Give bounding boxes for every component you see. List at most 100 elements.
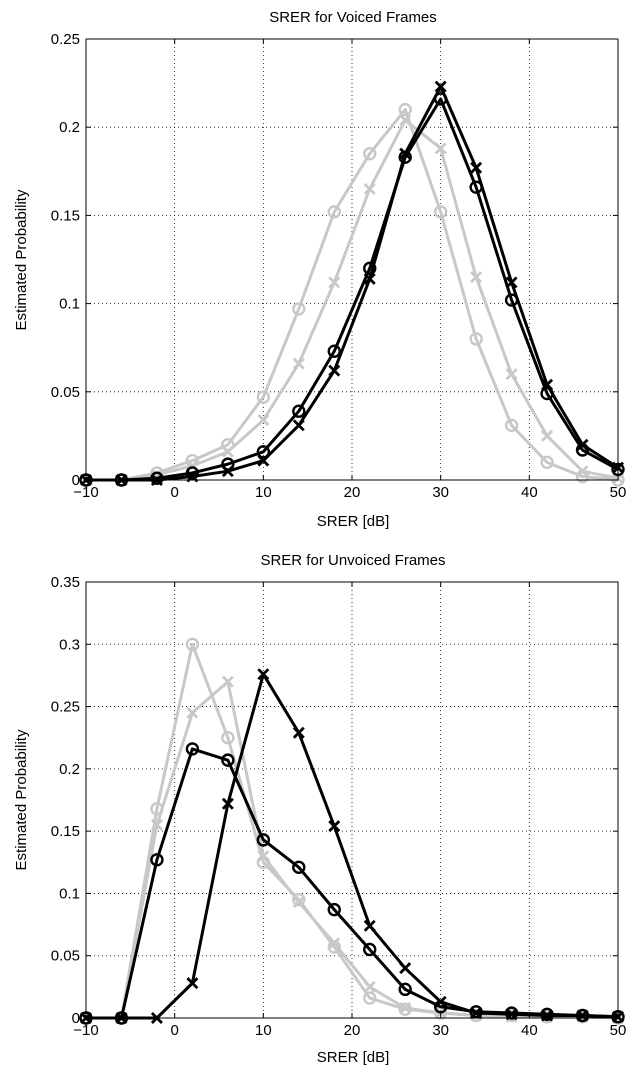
voiced-x-axis-label: SRER [dB] [317, 513, 390, 530]
unvoiced-chart-title: SRER for Unvoiced Frames [260, 552, 445, 569]
voiced-series-3-point [328, 364, 341, 377]
voiced-chart-title: SRER for Voiced Frames [269, 9, 437, 26]
unvoiced-series-1-point [399, 1002, 412, 1015]
unvoiced-series-0-point [185, 637, 200, 651]
unvoiced-series-1-point [292, 896, 305, 909]
unvoiced-y-tick-label: 0.05 [51, 948, 80, 965]
unvoiced-series-2-point [150, 853, 164, 867]
voiced-series-3-point [221, 465, 234, 478]
voiced-series-3-point [470, 161, 483, 174]
voiced-series-0-point [433, 205, 448, 219]
voiced-y-axis-label: Estimated Probability [13, 189, 30, 330]
unvoiced-x-tick-label: 30 [432, 1022, 449, 1039]
unvoiced-series-2-point [363, 942, 377, 957]
voiced-series-0-point [327, 205, 341, 219]
voiced-series-3-point [292, 419, 305, 432]
voiced-series-1-point [541, 429, 554, 442]
unvoiced-x-tick-label: 40 [521, 1022, 538, 1039]
unvoiced-x-axis-label: SRER [dB] [317, 1049, 390, 1066]
voiced-series-0-line [86, 108, 619, 482]
voiced-series-2-point [256, 445, 271, 459]
voiced-series-1-point [470, 271, 483, 284]
voiced-series-0-point [292, 302, 306, 316]
unvoiced-series-2-point [398, 982, 412, 997]
unvoiced-chart: SRER for Unvoiced Frames SRER [dB] Estim… [13, 552, 626, 1066]
voiced-series-0-point [540, 455, 554, 470]
voiced-series-3-point [257, 454, 270, 467]
voiced-series-3-point [541, 378, 554, 391]
unvoiced-series-0-point [363, 991, 377, 1005]
voiced-y-tick-label: 0.1 [59, 296, 80, 313]
voiced-series-1-point [257, 414, 270, 427]
unvoiced-series-3-point [541, 1009, 554, 1022]
unvoiced-series-3-point [292, 726, 305, 739]
unvoiced-y-tick-label: 0.3 [59, 636, 80, 653]
voiced-y-tick-label: 0 [72, 472, 80, 489]
voiced-series-3-point [399, 147, 412, 160]
voiced-series-3-point [363, 272, 376, 285]
unvoiced-series-3-point [470, 1007, 483, 1020]
unvoiced-y-axis-label: Estimated Probability [13, 729, 30, 870]
voiced-series-1-point [292, 357, 305, 370]
voiced-series-1-point [399, 114, 412, 127]
voiced-series-3-point [434, 80, 447, 93]
voiced-x-tick-label: 0 [170, 484, 178, 501]
voiced-series-1-point [221, 445, 234, 458]
unvoiced-x-tick-label: 20 [344, 1022, 361, 1039]
unvoiced-series-0-point [221, 731, 235, 745]
unvoiced-series-1-point [150, 818, 163, 831]
voiced-series-1-point [328, 276, 341, 289]
unvoiced-y-tick-label: 0.35 [51, 574, 80, 591]
voiced-x-tick-label: 10 [255, 484, 272, 501]
unvoiced-series-3-point [328, 820, 341, 833]
unvoiced-series-3-point [221, 797, 234, 810]
voiced-series-0-point [398, 102, 412, 117]
voiced-series-2-point [327, 344, 341, 358]
unvoiced-y-tick-label: 0 [72, 1010, 80, 1027]
unvoiced-series-1-point [363, 980, 376, 993]
voiced-series-1-point [576, 465, 589, 478]
voiced-y-tick-label: 0.15 [51, 207, 80, 224]
voiced-series-3-point [505, 276, 518, 289]
voiced-x-tick-label: 20 [344, 484, 361, 501]
voiced-series-3-point [576, 438, 589, 451]
unvoiced-series-2-point [327, 902, 341, 917]
voiced-x-tick-label: 50 [610, 484, 627, 501]
unvoiced-series-2-point [185, 742, 200, 756]
unvoiced-x-tick-label: 50 [610, 1022, 627, 1039]
voiced-y-tick-label: 0.2 [59, 119, 80, 136]
voiced-series-2-point [292, 404, 306, 418]
unvoiced-y-tick-label: 0.2 [59, 761, 80, 778]
voiced-series-0-point [469, 332, 483, 346]
voiced-x-tick-label: −10 [73, 484, 98, 501]
unvoiced-series-2-point [221, 753, 235, 767]
unvoiced-y-tick-label: 0.25 [51, 699, 80, 716]
unvoiced-series-1-point [328, 937, 341, 950]
unvoiced-series-3-point [434, 995, 447, 1008]
unvoiced-x-tick-label: −10 [73, 1022, 98, 1039]
unvoiced-series-2-point [292, 860, 306, 874]
voiced-series-0-point [256, 390, 271, 404]
voiced-y-tick-label: 0.25 [51, 31, 80, 48]
unvoiced-y-tick-label: 0.15 [51, 823, 80, 840]
unvoiced-y-tick-label: 0.1 [59, 885, 80, 902]
unvoiced-series-1-point [257, 850, 270, 863]
unvoiced-series-3-point [363, 919, 376, 932]
voiced-y-tick-label: 0.05 [51, 384, 80, 401]
unvoiced-series-0-point [292, 892, 306, 907]
voiced-series-0-point [363, 146, 377, 161]
unvoiced-series-3-point [186, 977, 199, 990]
unvoiced-series-3-point [257, 668, 270, 681]
voiced-x-tick-label: 40 [521, 484, 538, 501]
voiced-series-1-point [363, 182, 376, 195]
voiced-series-1-point [505, 368, 518, 381]
unvoiced-series-1-point [186, 706, 199, 719]
unvoiced-x-tick-label: 10 [255, 1022, 272, 1039]
unvoiced-series-1-point [221, 675, 234, 688]
voiced-series-0-point [504, 418, 519, 433]
voiced-series-1-line [86, 118, 619, 482]
unvoiced-series-2-point [256, 833, 271, 847]
voiced-chart: SRER for Voiced Frames SRER [dB] Estimat… [13, 9, 626, 530]
unvoiced-x-tick-label: 0 [170, 1022, 178, 1039]
